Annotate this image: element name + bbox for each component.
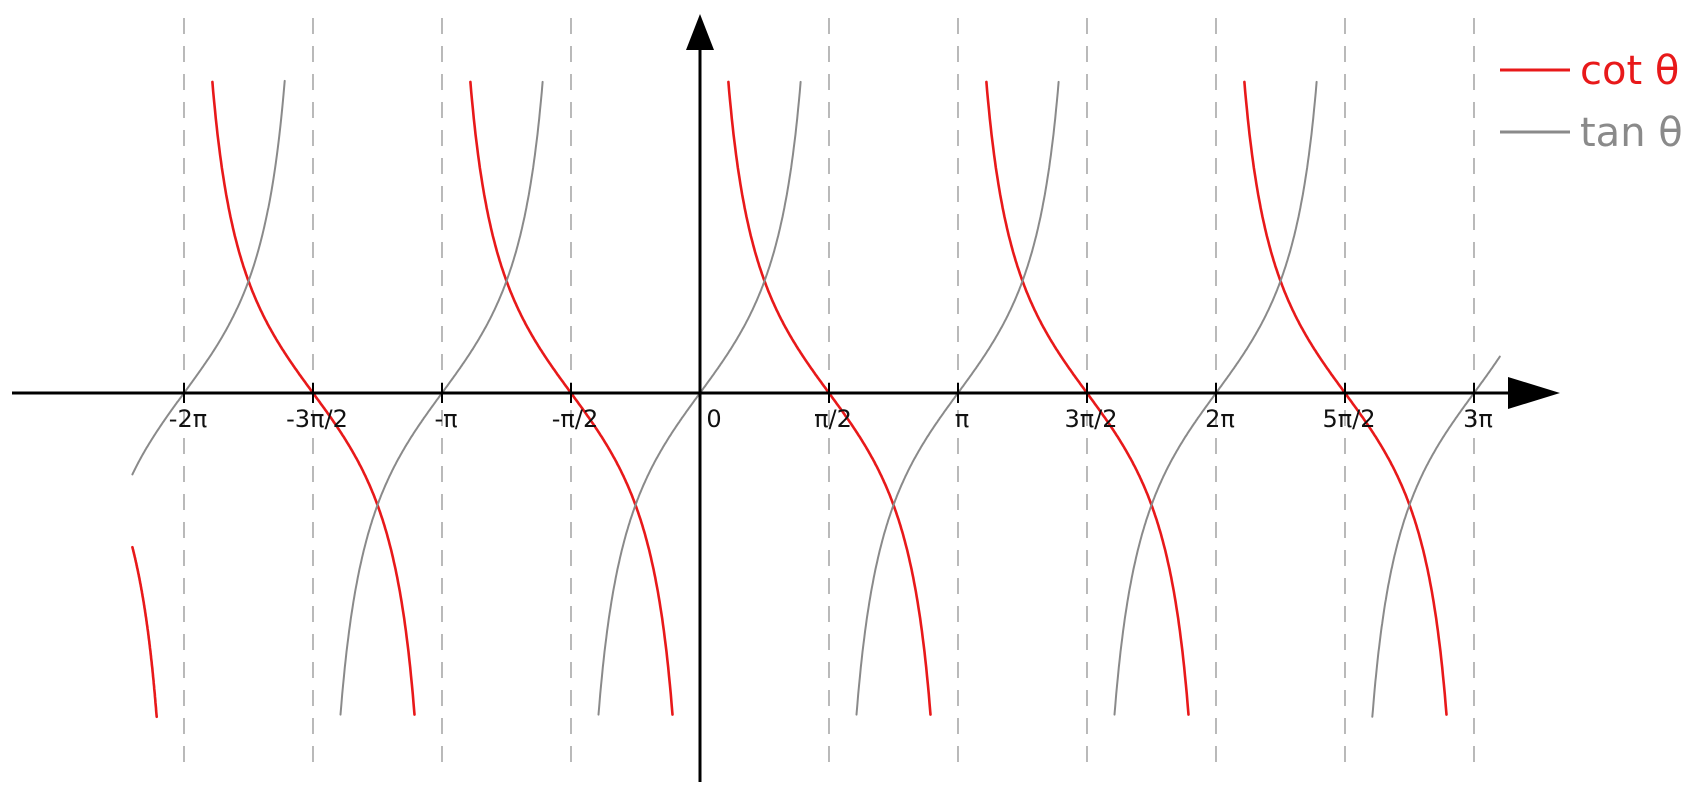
- x-tick-label: -2π: [169, 405, 207, 433]
- x-tick-label: 5π/2: [1322, 405, 1375, 433]
- y-axis-arrowhead: [686, 14, 714, 50]
- x-tick-label: 0: [706, 405, 721, 433]
- curves: [131, 79, 1501, 719]
- legend: cot θ tan θ: [1500, 48, 1683, 156]
- axes: [12, 14, 1560, 782]
- tan-branch: [131, 79, 286, 476]
- legend-label-cot: cot θ: [1580, 48, 1679, 94]
- x-tick-label: π: [955, 405, 969, 433]
- x-tick-label: -π/2: [552, 405, 598, 433]
- x-tick-label: 3π/2: [1064, 405, 1117, 433]
- cot-branch: [131, 545, 158, 719]
- x-tick-label: -π: [434, 405, 457, 433]
- legend-label-tan: tan θ: [1580, 110, 1683, 156]
- x-axis-arrowhead: [1508, 377, 1560, 409]
- tan-branch: [1371, 355, 1501, 718]
- x-tick-label: 3π: [1463, 405, 1493, 433]
- x-tick-label: π/2: [814, 405, 852, 433]
- x-tick-label: 2π: [1205, 405, 1235, 433]
- x-tick-label: -3π/2: [286, 405, 348, 433]
- x-ticks: -2π -3π/2 -π -π/2 0 π/2 π 3π/2 2π 5π/2 3π: [169, 383, 1493, 433]
